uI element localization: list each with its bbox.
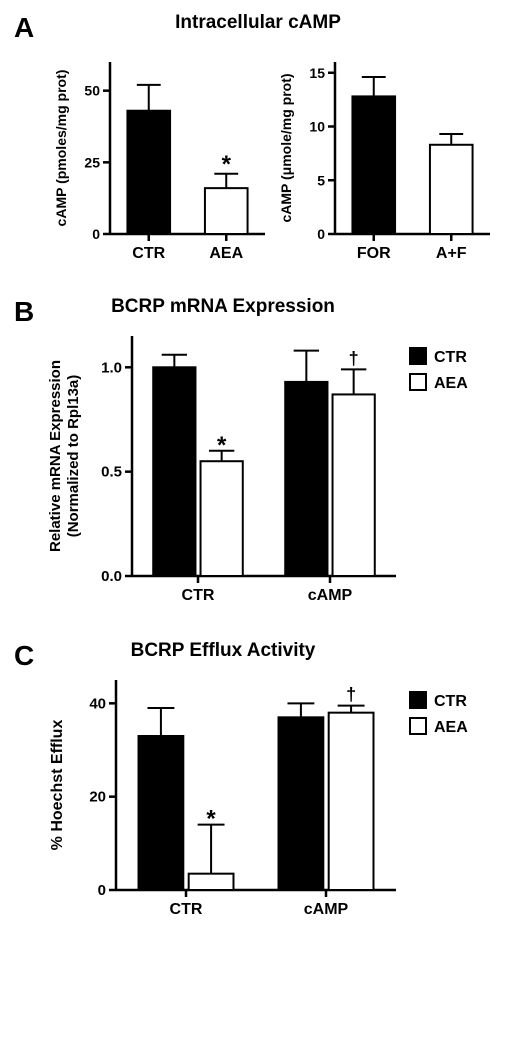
panel-c-chart-wrap: 0 20 40 % Hoechst Efflux CTR cAMP * † CTR AEA <box>0 666 525 926</box>
panel-a-label: A <box>14 12 34 44</box>
panel-a-title: Intracellular cAMP <box>68 12 448 34</box>
panel-a-charts: 0 25 50 cAMP (pmoles/mg prot) CTR AEA * 0 5 10 15… <box>0 38 525 268</box>
panel-a-left-chart: 0 25 50 cAMP (pmoles/mg prot) CTR AEA * <box>48 38 273 268</box>
svg-text:(Normalized to Rpl13a): (Normalized to Rpl13a) <box>65 375 82 538</box>
svg-text:AEA: AEA <box>434 375 468 392</box>
svg-text:†: † <box>349 348 359 368</box>
svg-text:CTR: CTR <box>170 901 203 918</box>
panel-b-chart: 0.0 0.5 1.0 Relative mRNA Expression(Normal… <box>24 322 504 612</box>
panel-c: C BCRP Efflux Activity 0 20 40 % Hoechst Ef… <box>0 640 525 926</box>
svg-text:1.0: 1.0 <box>101 359 122 376</box>
svg-text:25: 25 <box>84 154 100 170</box>
svg-text:cAMP (μmole/mg prot): cAMP (μmole/mg prot) <box>278 73 294 222</box>
panel-b-chart-wrap: 0.0 0.5 1.0 Relative mRNA Expression(Normal… <box>0 322 525 612</box>
svg-text:10: 10 <box>309 119 325 135</box>
panel-c-chart: 0 20 40 % Hoechst Efflux CTR cAMP * † CTR AEA <box>24 666 504 926</box>
svg-text:cAMP: cAMP <box>308 587 353 604</box>
svg-text:0: 0 <box>92 226 100 242</box>
panel-c-label: C <box>14 640 34 672</box>
svg-text:0: 0 <box>98 882 106 899</box>
svg-text:FOR: FOR <box>357 245 391 262</box>
svg-text:A+F: A+F <box>436 245 467 262</box>
svg-text:20: 20 <box>89 789 106 806</box>
svg-text:% Hoechst Efflux: % Hoechst Efflux <box>49 720 66 851</box>
svg-text:5: 5 <box>317 172 325 188</box>
svg-text:40: 40 <box>89 695 106 712</box>
svg-text:*: * <box>206 806 216 833</box>
panel-c-title: BCRP Efflux Activity <box>58 640 388 662</box>
panel-b: B BCRP mRNA Expression 0.0 0.5 1.0 Relative… <box>0 296 525 612</box>
svg-text:*: * <box>217 432 227 459</box>
svg-text:CTR: CTR <box>434 693 467 710</box>
panel-a: A Intracellular cAMP 02550cAMP (pmoles/m… <box>0 12 525 268</box>
panel-b-title: BCRP mRNA Expression <box>58 296 388 318</box>
svg-text:CTR: CTR <box>434 349 467 366</box>
svg-text:0.0: 0.0 <box>101 568 122 585</box>
svg-text:CTR: CTR <box>182 587 215 604</box>
svg-text:15: 15 <box>309 65 325 81</box>
svg-text:0.5: 0.5 <box>101 464 122 481</box>
panel-a-right-chart: 0 5 10 15 cAMP (μmole/mg prot) FOR A+F <box>273 38 498 268</box>
panel-b-label: B <box>14 296 34 328</box>
svg-text:*: * <box>222 151 232 178</box>
svg-text:cAMP (pmoles/mg prot): cAMP (pmoles/mg prot) <box>53 70 69 227</box>
svg-text:cAMP: cAMP <box>304 901 349 918</box>
svg-text:0: 0 <box>317 226 325 242</box>
svg-text:CTR: CTR <box>132 245 165 262</box>
figure-root: A Intracellular cAMP 02550cAMP (pmoles/m… <box>0 0 525 974</box>
svg-text:AEA: AEA <box>209 245 243 262</box>
svg-text:AEA: AEA <box>434 719 468 736</box>
svg-text:Relative mRNA Expression: Relative mRNA Expression <box>47 360 64 552</box>
svg-text:50: 50 <box>84 83 100 99</box>
svg-text:†: † <box>346 685 356 705</box>
